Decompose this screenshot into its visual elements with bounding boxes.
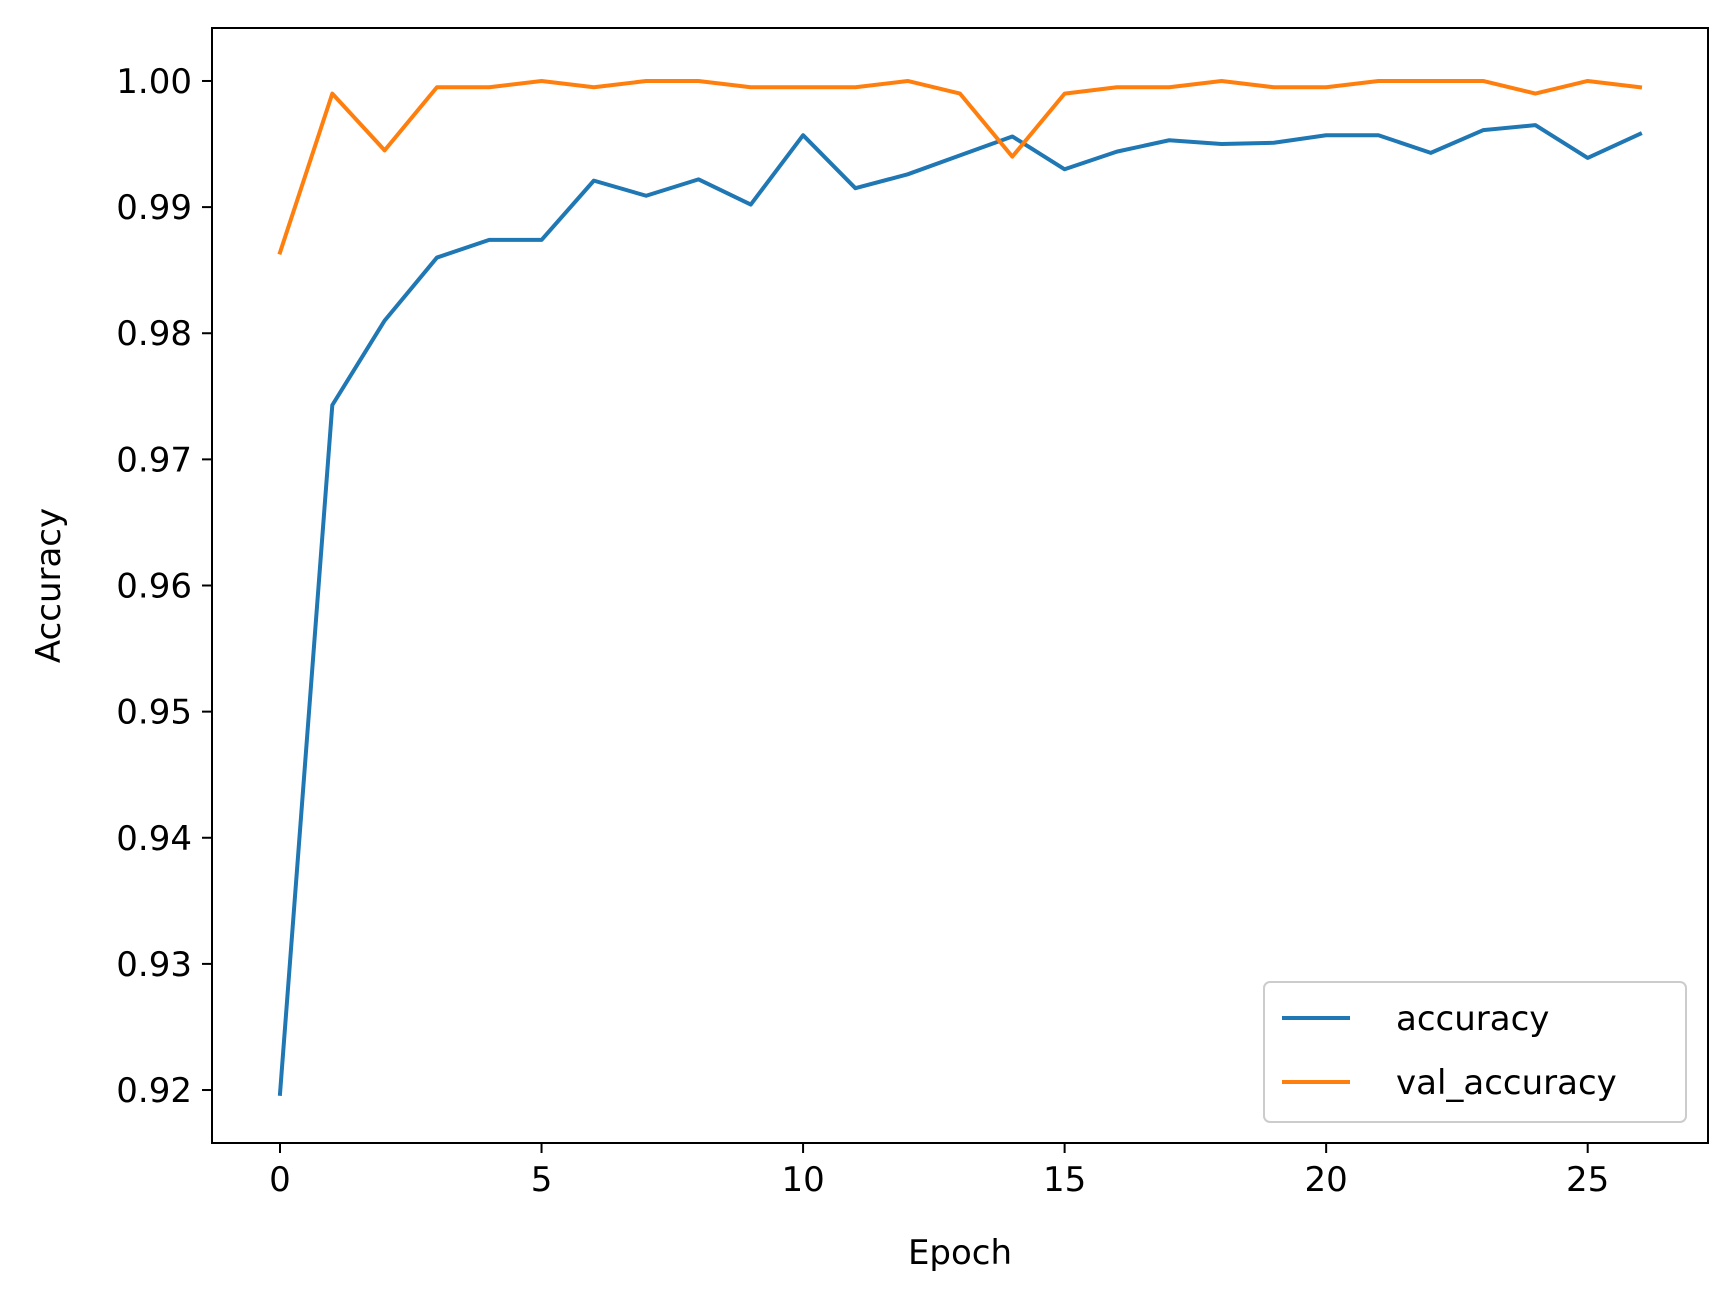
x-axis: 0 5 10 15 20 25 [269, 1143, 1609, 1200]
x-axis-label: Epoch [908, 1233, 1012, 1273]
y-tick-label: 1.00 [116, 62, 192, 102]
y-tick-label: 0.97 [116, 440, 192, 480]
series-line-val-accuracy [277, 78, 1643, 256]
series-line-accuracy [277, 123, 1643, 1096]
legend-box [1263, 981, 1687, 1123]
y-tick-label: 0.94 [116, 819, 192, 859]
y-axis: 0.92 0.93 0.94 0.95 0.96 0.97 0.98 0.99 1.00 [116, 62, 212, 1111]
x-tick-label: 5 [531, 1160, 553, 1200]
y-axis-label: Accuracy [29, 508, 69, 663]
x-tick-label: 10 [781, 1160, 824, 1200]
x-tick-label: 25 [1566, 1160, 1609, 1200]
legend: accuracy val_accuracy [1263, 981, 1687, 1123]
y-tick-label: 0.95 [116, 693, 192, 733]
y-tick-label: 0.96 [116, 567, 192, 607]
y-tick-label: 0.93 [116, 945, 192, 985]
series-layer [277, 78, 1643, 1096]
x-tick-label: 0 [269, 1160, 291, 1200]
x-tick-label: 20 [1305, 1160, 1348, 1200]
x-tick-label: 15 [1043, 1160, 1086, 1200]
y-tick-label: 0.99 [116, 188, 192, 228]
y-tick-label: 0.98 [116, 314, 192, 354]
legend-label-val-accuracy: val_accuracy [1396, 1063, 1617, 1103]
legend-label-accuracy: accuracy [1396, 999, 1549, 1039]
y-tick-label: 0.92 [116, 1071, 192, 1111]
